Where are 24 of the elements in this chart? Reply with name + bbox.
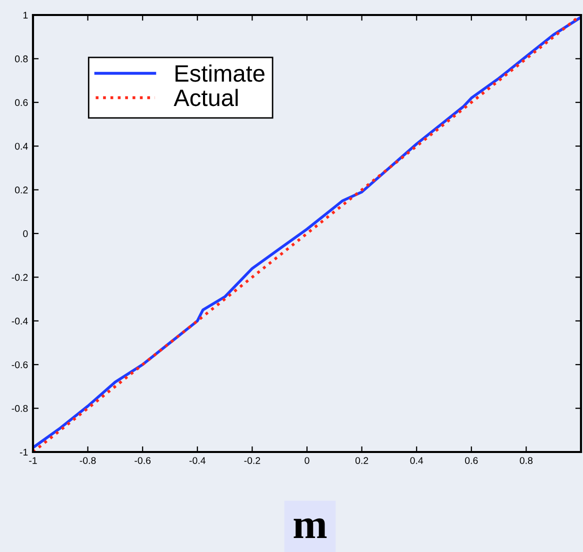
x-tick-label: 0.6 — [465, 457, 478, 464]
x-tick-label: -0.6 — [134, 457, 151, 464]
y-tick-label: -0.6 — [12, 361, 28, 368]
y-tick-label: 0.4 — [15, 142, 28, 150]
x-tick-label: 0.4 — [410, 457, 424, 464]
x-tick-label: -0.4 — [189, 457, 206, 464]
y-tick-label: -1 — [20, 448, 28, 456]
x-tick-label: 0.2 — [355, 457, 368, 464]
x-tick-label: 0 — [304, 457, 310, 464]
y-tick-label: -0.8 — [12, 405, 28, 412]
y-tick-label: 0.8 — [15, 55, 28, 62]
legend-label: Actual — [174, 88, 238, 106]
legend-label: Estimate — [176, 64, 264, 82]
x-tick-label: -0.8 — [80, 457, 96, 464]
y-tick-label: -0.4 — [12, 318, 28, 325]
x-tick-label: 0.8 — [520, 457, 533, 464]
y-tick-label: 0.6 — [15, 99, 28, 106]
y-tick-label: 0.2 — [15, 186, 28, 194]
x-tick-label: -1 — [29, 457, 37, 464]
y-tick-label: 0 — [23, 230, 28, 238]
x-axis-title: m — [294, 518, 327, 538]
y-tick-label: -0.2 — [12, 274, 28, 281]
x-tick-label: -0.2 — [244, 457, 260, 464]
y-tick-label: 1 — [23, 12, 28, 19]
